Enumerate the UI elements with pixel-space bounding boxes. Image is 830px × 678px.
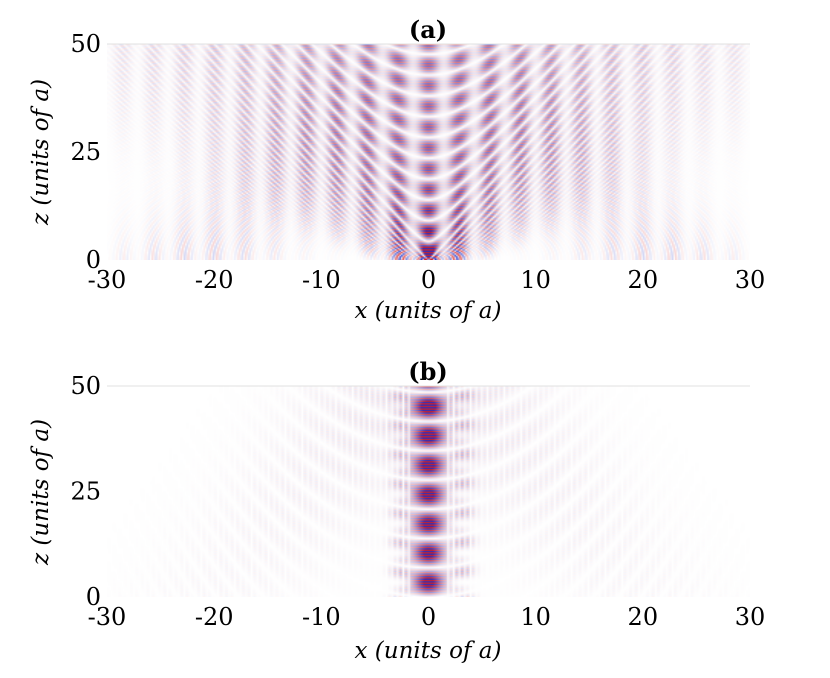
x-tick-label: 10 xyxy=(520,266,551,294)
x-axis-label-b: x (units of a) xyxy=(355,638,502,664)
heatmap-a xyxy=(107,44,750,260)
y-axis-label-a: z (units of a) xyxy=(28,79,54,226)
x-tick-label: -10 xyxy=(302,266,341,294)
y-axis-label-b: z (units of a) xyxy=(28,419,54,566)
x-tick-label: 10 xyxy=(520,603,551,631)
x-tick-label: -30 xyxy=(88,266,127,294)
x-tick-label: 20 xyxy=(628,603,659,631)
x-ticks-a: -30 -20 -10 0 10 20 30 xyxy=(88,266,766,294)
y-ticks-b: 0 25 50 xyxy=(70,372,101,611)
x-tick-label: -20 xyxy=(195,603,234,631)
panel-title-b: (b) xyxy=(408,357,448,386)
x-tick-label: 0 xyxy=(421,266,436,294)
x-tick-label: 30 xyxy=(735,266,766,294)
panel-a: (a) 0 25 50 -30 -20 -10 0 10 20 30 x (units of a… xyxy=(28,15,765,324)
heatmap-b xyxy=(107,386,750,597)
x-tick-label: 30 xyxy=(735,603,766,631)
x-tick-label: -10 xyxy=(302,603,341,631)
x-ticks-b: -30 -20 -10 0 10 20 30 xyxy=(88,603,766,631)
y-tick-label: 50 xyxy=(70,372,101,400)
x-tick-label: -20 xyxy=(195,266,234,294)
x-tick-label: 20 xyxy=(628,266,659,294)
panel-title-a: (a) xyxy=(409,15,447,44)
y-tick-label: 25 xyxy=(70,138,101,166)
y-tick-label: 50 xyxy=(70,30,101,58)
x-axis-label-a: x (units of a) xyxy=(355,298,502,324)
y-tick-label: 0 xyxy=(86,583,101,611)
x-tick-label: 0 xyxy=(421,603,436,631)
y-tick-label: 0 xyxy=(86,246,101,274)
y-tick-label: 25 xyxy=(70,478,101,506)
panel-b: (b) 0 25 50 -30 -20 -10 0 10 20 30 x (units of a… xyxy=(28,357,765,664)
x-tick-label: -30 xyxy=(88,603,127,631)
y-ticks-a: 0 25 50 xyxy=(70,30,101,274)
